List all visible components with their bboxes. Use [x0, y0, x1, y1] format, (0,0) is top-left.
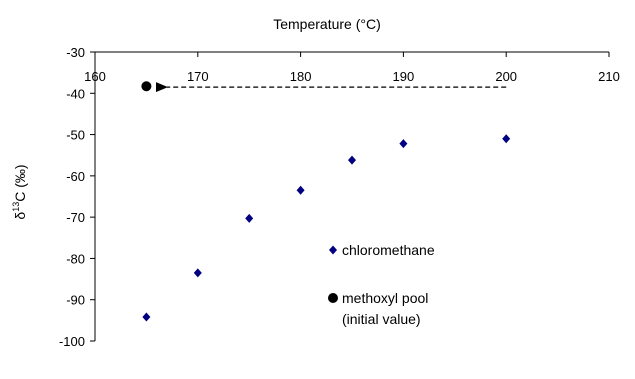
legend-marker-chloromethane: [329, 245, 337, 255]
chloromethane-point: [142, 312, 151, 322]
x-tick-label: 190: [393, 69, 415, 84]
y-tick-label: -30: [66, 45, 85, 60]
legend-marker-methoxyl-pool: [328, 293, 338, 303]
chloromethane-point: [296, 185, 305, 195]
legend-label-chloromethane: chloromethane: [342, 242, 435, 258]
x-tick-label: 170: [187, 69, 209, 84]
legend-label-methoxyl-pool: methoxyl pool: [342, 290, 428, 306]
x-tick-label: 180: [290, 69, 312, 84]
methoxyl-pool-point: [141, 81, 152, 92]
y-tick-label: -70: [66, 210, 85, 225]
chloromethane-point: [193, 268, 202, 278]
chloromethane-point: [399, 139, 408, 149]
chloromethane-point: [245, 213, 254, 223]
y-axis-title-delta: δ: [12, 212, 28, 220]
data-points: [141, 81, 511, 322]
y-tick-label: -50: [66, 128, 85, 143]
x-tick-label: 210: [598, 69, 620, 84]
y-axis-title-superscript: 13: [11, 202, 21, 212]
y-axis-title: δ13C (‰): [11, 164, 28, 219]
chloromethane-point: [502, 134, 511, 144]
y-tick-label: -40: [66, 86, 85, 101]
y-ticks: -30 -40 -50 -60 -70 -80 -90 -100: [59, 45, 95, 349]
y-tick-label: -90: [66, 293, 85, 308]
legend-label-methoxyl-pool-line2: (initial value): [342, 311, 421, 327]
y-axis-title-unit: C (‰): [12, 164, 28, 201]
y-tick-label: -100: [59, 334, 85, 349]
x-axis-title: Temperature (°C): [273, 16, 381, 32]
legend: chloromethane methoxyl pool (initial val…: [328, 242, 435, 327]
x-tick-label: 200: [495, 69, 517, 84]
chloromethane-point: [348, 155, 356, 165]
x-tick-label: 160: [84, 69, 106, 84]
x-ticks: 160 170 180 190 200 210: [84, 52, 620, 84]
y-tick-label: -60: [66, 169, 85, 184]
y-tick-label: -80: [66, 251, 85, 266]
